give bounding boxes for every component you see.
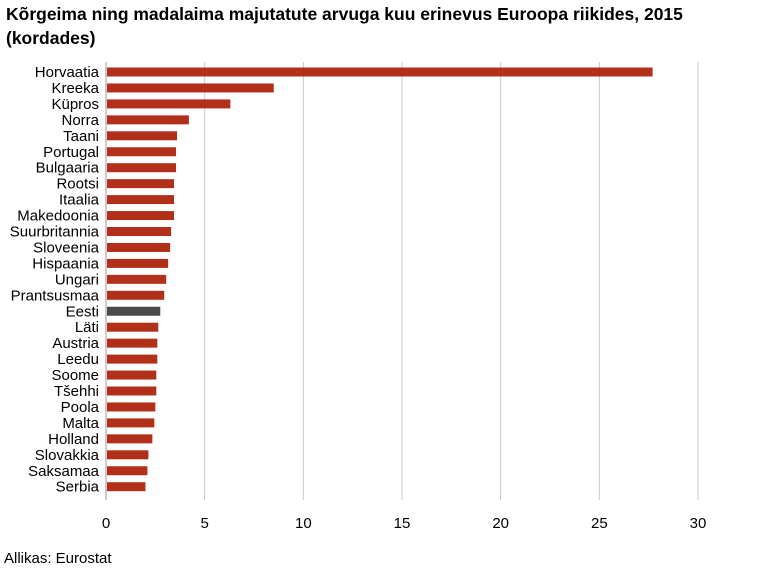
bar-prantsusmaa xyxy=(107,290,165,300)
category-label-poola: Poola xyxy=(61,399,100,416)
bar-leedu xyxy=(107,354,158,364)
x-axis-ticks: 0 5 10 15 20 25 30 xyxy=(102,515,707,532)
category-label-hispaania: Hispaania xyxy=(32,255,99,272)
grid-lines xyxy=(105,62,699,500)
category-label-soome: Soome xyxy=(51,367,99,384)
bar-poola xyxy=(107,402,156,412)
category-label-eesti: Eesti xyxy=(66,303,99,320)
x-tick-label: 15 xyxy=(394,515,411,532)
category-label-kreeka: Kreeka xyxy=(51,80,99,97)
bar-hispaania xyxy=(107,258,169,268)
category-label-kupros: Küpros xyxy=(51,96,99,113)
x-tick-label: 30 xyxy=(690,515,707,532)
bars xyxy=(107,67,653,492)
bar-taani xyxy=(107,131,178,141)
category-label-serbia: Serbia xyxy=(56,479,100,496)
bar-norra xyxy=(107,115,189,125)
bar-lati xyxy=(107,322,159,332)
category-label-holland: Holland xyxy=(48,431,99,448)
bar-portugal xyxy=(107,147,177,157)
x-tick-label: 5 xyxy=(200,515,208,532)
chart-title: Kõrgeima ning madalaima majutatute arvug… xyxy=(6,4,683,48)
category-label-malta: Malta xyxy=(62,415,99,432)
category-label-ungari: Ungari xyxy=(55,271,99,288)
bar-itaalia xyxy=(107,195,175,205)
x-tick-label: 25 xyxy=(591,515,608,532)
bar-kupros xyxy=(107,99,231,109)
bar-bulgaaria xyxy=(107,163,177,173)
x-tick-label: 10 xyxy=(295,515,312,532)
category-label-slovakkia: Slovakkia xyxy=(35,447,100,464)
category-label-austria: Austria xyxy=(52,335,99,352)
bar-ungari xyxy=(107,274,167,284)
bar-saksamaa xyxy=(107,466,148,476)
category-label-leedu: Leedu xyxy=(57,351,99,368)
bar-soome xyxy=(107,370,157,380)
category-label-horvaatia: Horvaatia xyxy=(35,64,100,81)
bar-holland xyxy=(107,434,153,444)
bar-eesti xyxy=(107,306,161,316)
category-label-rootsi: Rootsi xyxy=(56,176,99,193)
category-label-lati: Läti xyxy=(75,319,99,336)
category-label-suurbritannia: Suurbritannia xyxy=(10,224,100,241)
category-label-itaalia: Itaalia xyxy=(59,192,100,209)
category-label-prantsusmaa: Prantsusmaa xyxy=(11,287,100,304)
category-label-taani: Taani xyxy=(63,128,99,145)
bar-slovakkia xyxy=(107,450,149,460)
source-note: Allikas: Eurostat xyxy=(4,550,112,567)
category-label-saksamaa: Saksamaa xyxy=(28,463,100,480)
x-tick-label: 0 xyxy=(102,515,110,532)
category-label-sloveenia: Sloveenia xyxy=(33,239,100,256)
category-label-norra: Norra xyxy=(61,112,99,129)
category-label-bulgaaria: Bulgaaria xyxy=(36,160,100,177)
category-labels: HorvaatiaKreekaKüprosNorraTaaniPortugalB… xyxy=(10,64,100,496)
bar-austria xyxy=(107,338,158,348)
x-tick-label: 20 xyxy=(492,515,509,532)
category-label-portugal: Portugal xyxy=(43,144,99,161)
category-label-tsehhi: Tšehhi xyxy=(54,383,99,400)
bar-makedoonia xyxy=(107,211,175,221)
bar-malta xyxy=(107,418,155,428)
bar-serbia xyxy=(107,482,146,492)
bar-tsehhi xyxy=(107,386,157,396)
bar-kreeka xyxy=(107,83,274,93)
category-label-makedoonia: Makedoonia xyxy=(17,208,99,225)
bar-rootsi xyxy=(107,179,175,189)
bar-horvaatia xyxy=(107,67,653,77)
bar-suurbritannia xyxy=(107,227,172,236)
bar-sloveenia xyxy=(107,242,171,252)
